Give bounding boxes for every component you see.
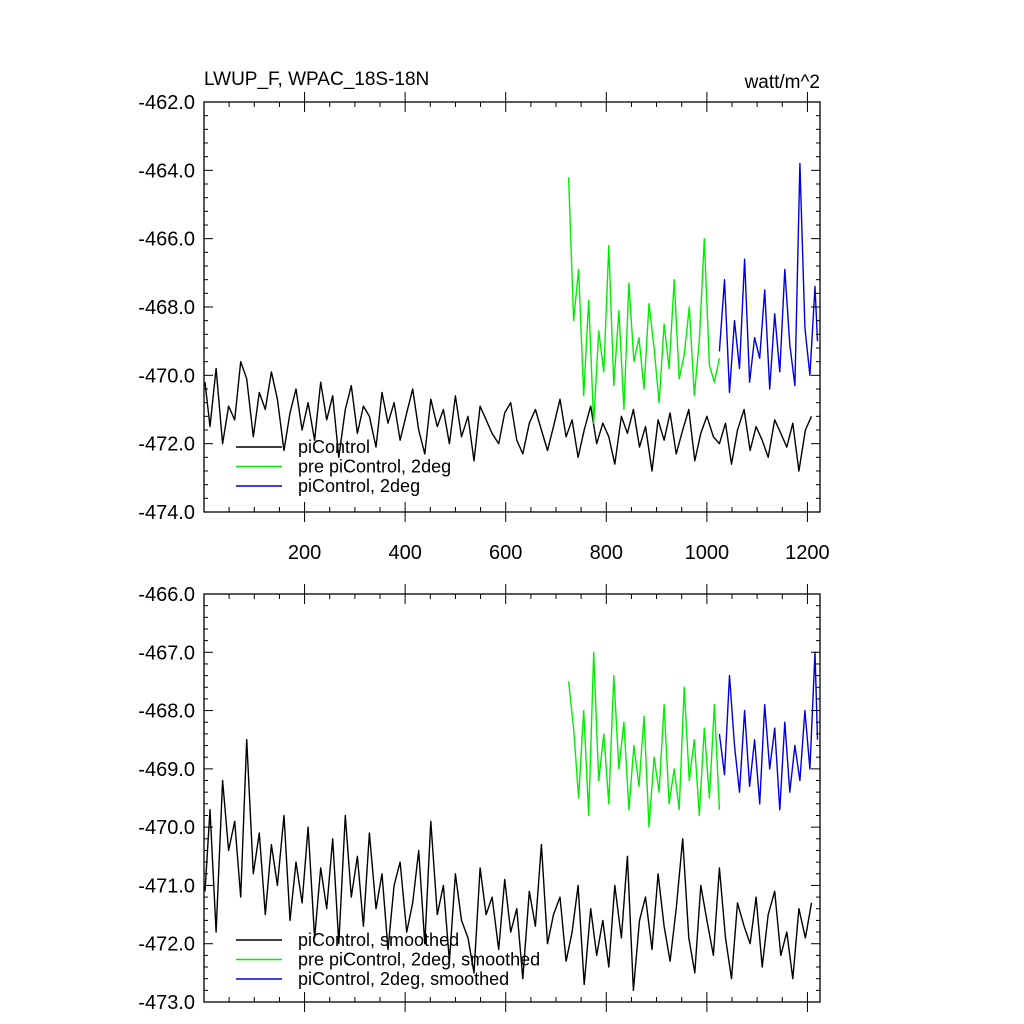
legend-label: piControl, smoothed xyxy=(298,930,459,950)
series-line-1-0 xyxy=(204,739,813,991)
bottom-series-layer xyxy=(204,651,819,991)
y-tick-label: -466.0 xyxy=(138,584,195,606)
series-line-1-1 xyxy=(567,651,721,828)
series-line-0-1 xyxy=(567,177,721,424)
series-line-0-0 xyxy=(204,361,813,472)
y-tick-label: -466.0 xyxy=(138,229,195,251)
y-tick-label: -474.0 xyxy=(138,502,195,524)
y-tick-label: -472.0 xyxy=(138,934,195,956)
legend-label: piControl, 2deg, smoothed xyxy=(298,969,509,989)
y-tick-label: -471.0 xyxy=(138,875,195,897)
top-panel: LWUP_F, WPAC_18S-18N watt/m^2 -462.0 -464… xyxy=(138,69,829,564)
bottom-tick-layer: -466.0 -467.0 -468.0 -469.0 -470.0 -471.0 -472… xyxy=(138,584,820,1014)
y-tick-label: -472.0 xyxy=(138,434,195,456)
bottom-plot-frame xyxy=(203,593,821,1003)
legend-label: piControl, 2deg xyxy=(298,476,420,496)
x-tick-label: 1000 xyxy=(685,542,730,564)
top-plot-frame xyxy=(203,101,821,513)
x-tick-label: 800 xyxy=(590,542,623,564)
y-tick-label: -473.0 xyxy=(138,992,195,1014)
x-tick-label: 600 xyxy=(489,542,522,564)
legend-label: pre piControl, 2deg xyxy=(298,457,451,477)
top-chart-units: watt/m^2 xyxy=(744,72,820,93)
y-tick-label: -470.0 xyxy=(138,817,195,839)
top-series-layer xyxy=(204,162,819,472)
y-tick-label: -462.0 xyxy=(138,92,195,114)
top-chart-title: LWUP_F, WPAC_18S-18N xyxy=(204,69,429,90)
legend-label: piControl xyxy=(298,437,370,457)
series-line-1-2 xyxy=(718,651,819,811)
y-tick-label: -470.0 xyxy=(138,365,195,387)
bottom-panel: -466.0 -467.0 -468.0 -469.0 -470.0 -471.0 -472… xyxy=(138,584,821,1014)
y-tick-label: -467.0 xyxy=(138,642,195,664)
top-tick-layer: -462.0 -464.0 -466.0 -468.0 -470.0 -472.0 -474… xyxy=(138,92,830,564)
y-tick-label: -469.0 xyxy=(138,759,195,781)
x-tick-label: 200 xyxy=(288,542,321,564)
y-tick-label: -468.0 xyxy=(138,297,195,319)
x-tick-label: 1200 xyxy=(785,542,830,564)
y-tick-label: -468.0 xyxy=(138,701,195,723)
x-tick-label: 400 xyxy=(388,542,421,564)
series-line-0-2 xyxy=(718,162,819,394)
y-tick-label: -464.0 xyxy=(138,160,195,182)
legend-label: pre piControl, 2deg, smoothed xyxy=(298,950,540,970)
